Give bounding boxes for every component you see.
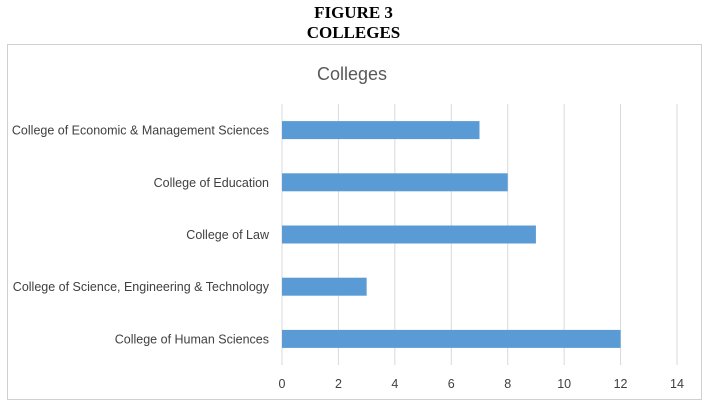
category-label-1: College of Education — [154, 176, 269, 190]
x-tick-label-2: 4 — [391, 377, 398, 391]
x-tick-label-5: 10 — [557, 377, 571, 391]
category-label-3: College of Science, Engineering & Techno… — [13, 280, 270, 294]
x-tick-label-3: 6 — [448, 377, 455, 391]
category-label-4: College of Human Sciences — [115, 332, 269, 346]
x-tick-label-4: 8 — [504, 377, 511, 391]
category-label-0: College of Economic & Management Science… — [12, 124, 269, 138]
category-label-2: College of Law — [186, 228, 270, 242]
bar-1 — [282, 173, 508, 192]
x-tick-label-0: 0 — [279, 377, 286, 391]
bar-4 — [282, 329, 621, 348]
bar-3 — [282, 277, 367, 296]
bar-0 — [282, 121, 480, 140]
figure-title: COLLEGES — [306, 23, 401, 42]
figure-number: FIGURE 3 — [314, 3, 393, 22]
bar-2 — [282, 225, 536, 244]
x-tick-label-7: 14 — [670, 377, 684, 391]
chart-title: Colleges — [317, 64, 387, 84]
x-tick-label-6: 12 — [614, 377, 628, 391]
x-tick-label-1: 2 — [335, 377, 342, 391]
